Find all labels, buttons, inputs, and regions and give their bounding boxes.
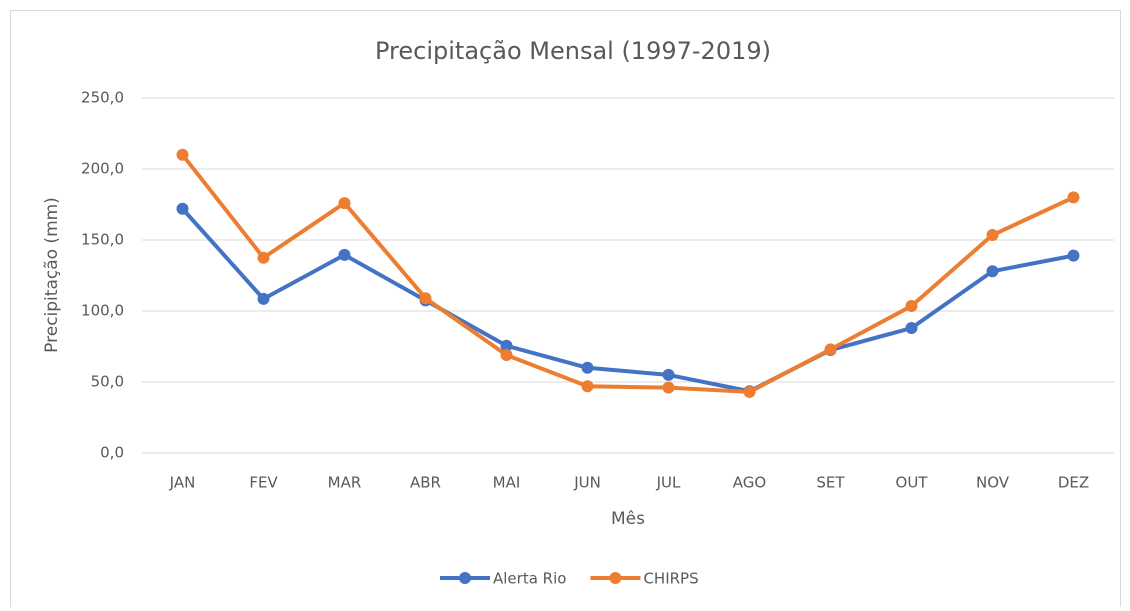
x-tick-label: JUL — [656, 474, 681, 492]
chart-title: Precipitação Mensal (1997-2019) — [375, 37, 771, 65]
x-tick-label: JAN — [169, 474, 196, 492]
data-point — [176, 148, 189, 161]
y-axis-title: Precipitação (mm) — [42, 197, 62, 353]
data-point — [905, 300, 918, 313]
x-tick-label: SET — [816, 474, 845, 492]
x-tick-label: NOV — [976, 474, 1010, 492]
data-point — [500, 349, 513, 362]
legend-marker — [459, 572, 471, 584]
y-tick-label: 200,0 — [81, 160, 124, 178]
data-point — [662, 381, 675, 394]
x-tick-label: MAI — [493, 474, 521, 492]
data-point — [176, 202, 189, 215]
data-point — [419, 292, 432, 305]
data-point — [986, 229, 999, 242]
x-axis-title: Mês — [611, 509, 645, 529]
x-tick-label: OUT — [896, 474, 929, 492]
data-point — [338, 197, 351, 210]
y-tick-label: 100,0 — [81, 302, 124, 320]
y-tick-label: 150,0 — [81, 231, 124, 249]
y-tick-label: 0,0 — [100, 444, 124, 462]
series-line — [181, 207, 1074, 394]
data-point — [743, 385, 756, 398]
x-tick-label: AGO — [733, 474, 766, 492]
x-tick-label: DEZ — [1058, 474, 1089, 492]
x-tick-label: FEV — [249, 474, 278, 492]
data-point — [1067, 249, 1080, 262]
x-tick-label: MAR — [328, 474, 362, 492]
x-tick-label: ABR — [410, 474, 441, 492]
y-tick-label: 250,0 — [81, 89, 124, 107]
legend-marker — [609, 572, 622, 584]
chart-border — [10, 10, 1121, 611]
data-point — [1067, 191, 1080, 204]
legend-label: CHIRPS — [643, 570, 698, 588]
data-point — [824, 343, 837, 356]
data-point — [500, 339, 513, 352]
series-line — [180, 153, 1075, 394]
data-point — [257, 292, 270, 305]
data-point — [257, 251, 270, 264]
data-point — [662, 368, 675, 381]
legend-label: Alerta Rio — [493, 570, 566, 588]
data-point — [581, 361, 594, 374]
data-point — [905, 322, 918, 335]
y-tick-label: 50,0 — [91, 373, 124, 391]
data-point — [581, 380, 594, 393]
data-point — [338, 248, 351, 261]
x-tick-label: JUN — [573, 474, 601, 492]
data-point — [986, 265, 999, 278]
